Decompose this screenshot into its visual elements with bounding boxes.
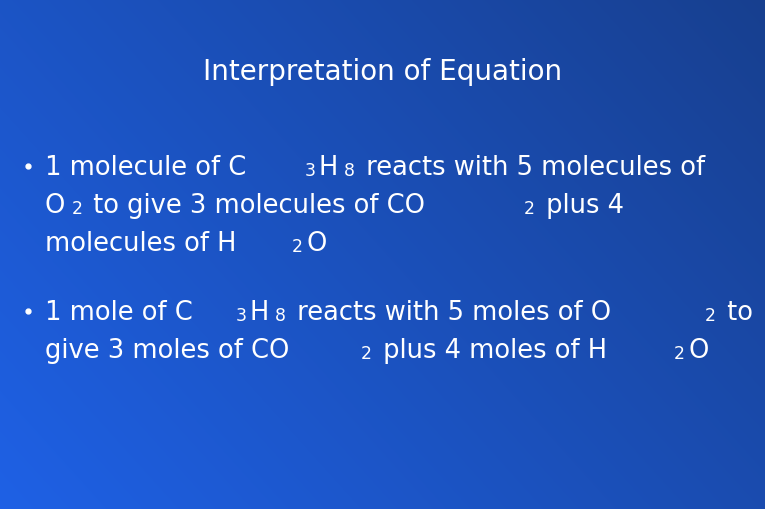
Text: H: H [250,299,269,325]
Text: 3: 3 [236,306,246,324]
Text: 2: 2 [292,238,303,256]
Text: molecules of H: molecules of H [45,231,236,257]
Text: 2: 2 [674,344,685,362]
Text: reacts with 5 moles of O: reacts with 5 moles of O [289,299,611,325]
Text: 1 mole of C: 1 mole of C [45,299,193,325]
Text: 8: 8 [343,162,355,180]
Text: reacts with 5 molecules of: reacts with 5 molecules of [358,155,705,181]
Text: plus 4: plus 4 [539,192,624,218]
Text: 1 molecule of C: 1 molecule of C [45,155,246,181]
Text: to: to [718,299,753,325]
Text: 2: 2 [524,200,536,217]
Text: give 3 moles of CO: give 3 moles of CO [45,337,289,363]
Text: 2: 2 [71,200,83,217]
Text: O: O [688,337,708,363]
Text: plus 4 moles of H: plus 4 moles of H [375,337,607,363]
Text: H: H [319,155,338,181]
Text: 2: 2 [360,344,371,362]
Text: 2: 2 [705,306,715,324]
Text: O: O [45,192,65,218]
Text: Interpretation of Equation: Interpretation of Equation [203,58,562,86]
Text: O: O [306,231,327,257]
Text: to give 3 molecules of CO: to give 3 molecules of CO [86,192,425,218]
Text: 8: 8 [275,306,285,324]
Text: 3: 3 [304,162,316,180]
